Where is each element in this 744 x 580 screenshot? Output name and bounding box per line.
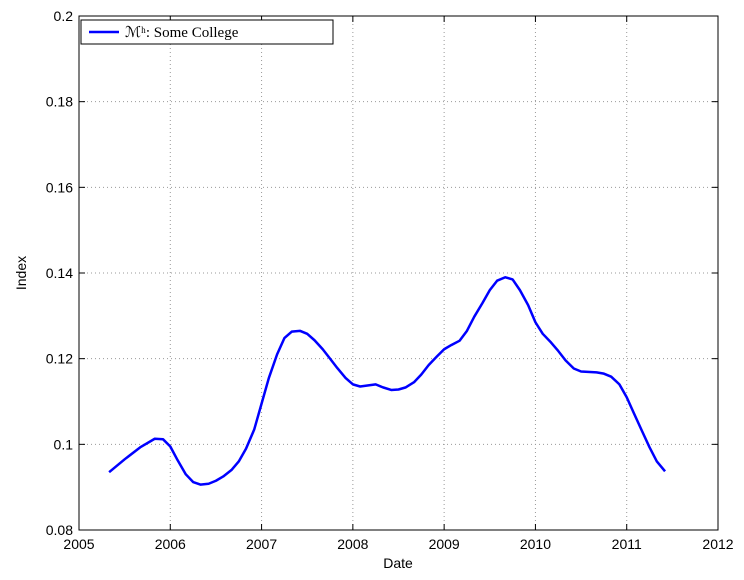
y-tick-label: 0.14: [46, 265, 73, 281]
line: [108, 276, 667, 486]
y-tick-label: 0.2: [54, 8, 74, 24]
x-tick-label: 2006: [155, 536, 186, 552]
legend-box: [80, 19, 334, 45]
y-tick-label: 0.1: [54, 436, 74, 452]
y-tick-label: 0.08: [46, 522, 73, 538]
x-tick-label: 2008: [337, 536, 368, 552]
y-tick-label: 0.18: [46, 94, 73, 110]
x-axis-label: Date: [383, 555, 413, 571]
legend-label: ℳʰ: Some College: [125, 25, 239, 41]
y-tick-label: 0.16: [46, 179, 73, 195]
y-axis-label: Index: [13, 256, 29, 290]
plot-frame: [78, 15, 719, 531]
x-tick-label: 2010: [520, 536, 551, 552]
x-tick-label: 2007: [246, 536, 277, 552]
x-tick-label: 2012: [702, 536, 733, 552]
y-tick-label: 0.12: [46, 351, 73, 367]
x-tick-label: 2005: [63, 536, 94, 552]
x-tick-label: 2011: [612, 536, 642, 552]
x-tick-label: 2009: [429, 536, 460, 552]
